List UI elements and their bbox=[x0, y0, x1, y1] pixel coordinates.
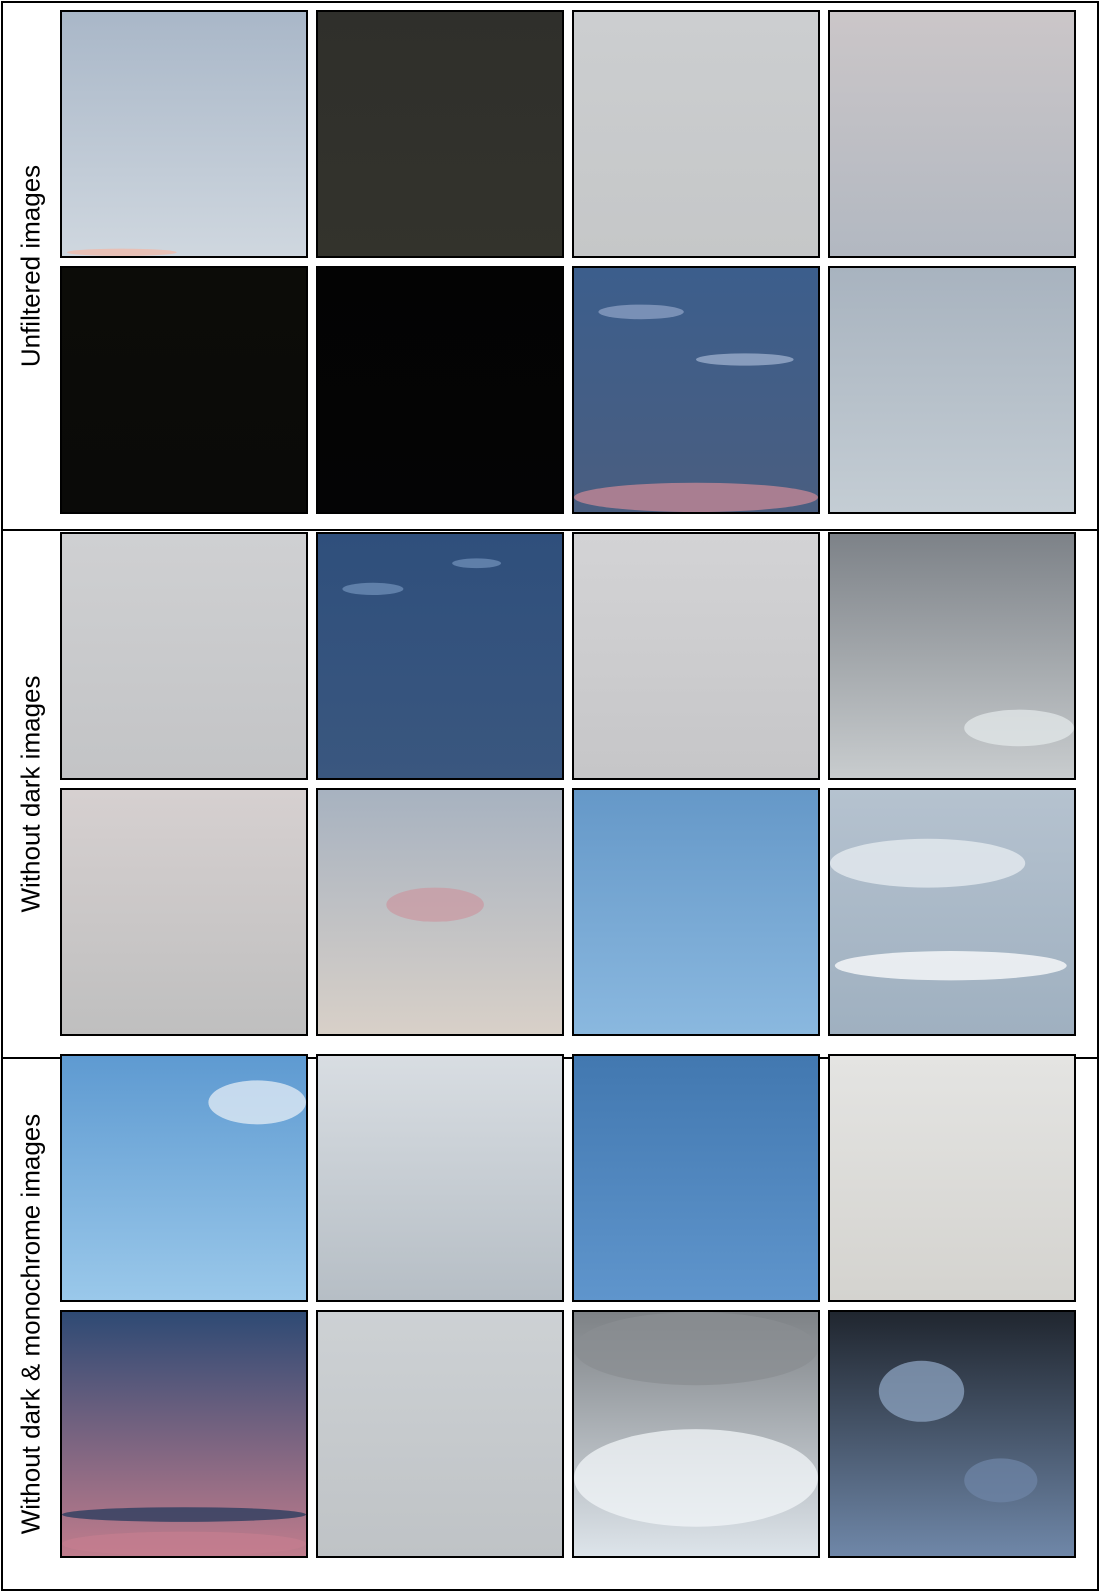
sky-image bbox=[60, 788, 308, 1036]
sky-image bbox=[316, 266, 564, 514]
sky-image bbox=[60, 1310, 308, 1558]
sky-image bbox=[828, 10, 1076, 258]
sky-image bbox=[572, 788, 820, 1036]
sky-image bbox=[572, 532, 820, 780]
sky-image bbox=[828, 1310, 1076, 1558]
sky-image bbox=[316, 10, 564, 258]
sky-image bbox=[60, 266, 308, 514]
sky-image bbox=[572, 1310, 820, 1558]
sky-image bbox=[572, 266, 820, 514]
sky-image bbox=[60, 1054, 308, 1302]
section-label: Without dark & monochrome images bbox=[15, 1113, 46, 1535]
section-label: Unfiltered images bbox=[15, 164, 46, 368]
sky-image bbox=[316, 788, 564, 1036]
sky-image bbox=[828, 532, 1076, 780]
sky-image bbox=[316, 1310, 564, 1558]
sky-image bbox=[316, 1054, 564, 1302]
sky-image bbox=[828, 266, 1076, 514]
sky-image bbox=[60, 10, 308, 258]
section-label: Without dark images bbox=[15, 675, 46, 913]
sky-image bbox=[60, 532, 308, 780]
sky-image bbox=[828, 1054, 1076, 1302]
sky-image bbox=[316, 532, 564, 780]
sky-image bbox=[572, 10, 820, 258]
sky-image bbox=[572, 1054, 820, 1302]
sky-image bbox=[828, 788, 1076, 1036]
